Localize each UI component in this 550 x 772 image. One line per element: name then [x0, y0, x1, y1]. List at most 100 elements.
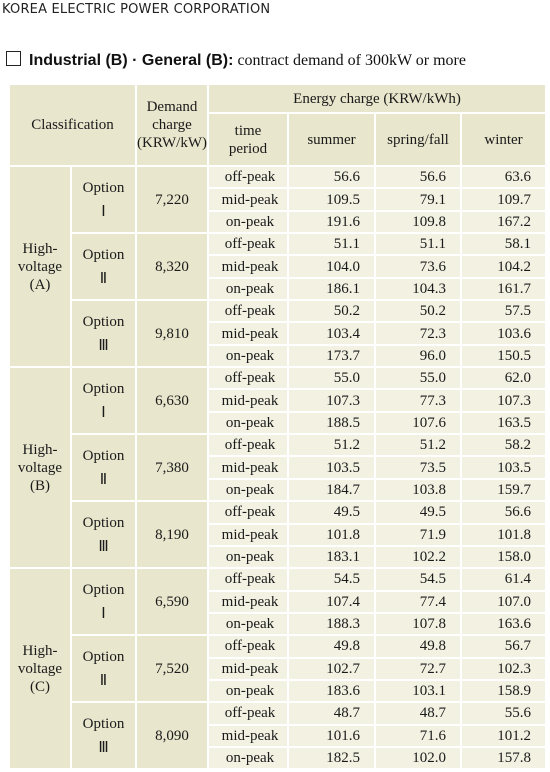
group-cell: High-voltage (C)	[8, 567, 72, 771]
demand-cell: 7,380	[135, 433, 209, 503]
demand-cell: 6,590	[135, 567, 209, 637]
table-row: Option Ⅱ 8,320 off-peak 51.1 51.1 58.1	[9, 232, 548, 302]
period-cell: mid-peak	[207, 187, 289, 212]
value-cell: 159.7	[459, 477, 548, 503]
demand-cell: 6,630	[135, 366, 209, 436]
table-row: mid-peak 101.6 71.6 101.2	[9, 723, 548, 748]
value-cell: 183.6	[287, 678, 376, 704]
value-cell: 107.0	[459, 589, 548, 614]
value-cell: 61.4	[459, 567, 548, 592]
text-line: Option	[82, 581, 125, 598]
value-cell: 109.5	[287, 187, 376, 212]
value-cell: 188.5	[287, 410, 376, 436]
value-cell: 167.2	[459, 209, 548, 235]
text-line: Option	[82, 447, 125, 464]
table-row: on-peak 188.3 107.8 163.6	[9, 611, 548, 637]
value-cell: 79.1	[374, 187, 462, 212]
value-cell: 51.2	[287, 433, 376, 458]
value-cell: 107.3	[459, 388, 548, 413]
table-row: High-voltage (C) Option Ⅰ 6,590 off-peak 54.5 5…	[8, 567, 548, 771]
demand-cell: 9,810	[135, 299, 209, 369]
text-line: (B)	[30, 477, 50, 494]
value-cell: 101.2	[459, 723, 548, 748]
option-cell: Option Ⅰ	[70, 164, 137, 235]
value-cell: 49.8	[374, 634, 462, 659]
value-cell: 54.5	[374, 567, 462, 592]
period-cell: off-peak	[207, 299, 289, 324]
period-cell: on-peak	[207, 678, 289, 704]
value-cell: 77.4	[374, 589, 462, 614]
period-cell: on-peak	[207, 410, 289, 436]
text-line: time	[234, 122, 262, 139]
option-cell: Option Ⅲ	[70, 500, 137, 570]
demand-cell: 8,090	[135, 701, 209, 771]
checkbox-icon	[6, 51, 21, 66]
value-cell: 103.6	[459, 321, 548, 346]
table-row: Option Ⅱ 7,380 off-peak 51.2 51.2 58.2	[9, 433, 548, 503]
company-name: KOREA ELECTRIC POWER CORPORATION	[2, 2, 271, 17]
value-cell: 102.3	[459, 656, 548, 681]
value-cell: 63.6	[459, 164, 548, 190]
value-cell: 101.6	[287, 723, 376, 748]
period-cell: off-peak	[207, 433, 289, 458]
text-line: Ⅱ	[99, 471, 108, 488]
table-row: Option Ⅱ 7,520 off-peak 49.8 49.8 56.7	[9, 634, 548, 704]
value-cell: 55.0	[287, 366, 376, 391]
value-cell: 104.2	[459, 254, 548, 279]
table-row: mid-peak 103.5 73.5 103.5	[9, 455, 548, 480]
option-cell: Option Ⅲ	[70, 299, 137, 369]
value-cell: 188.3	[287, 611, 376, 637]
option-cell: Option Ⅰ	[70, 567, 137, 637]
text-line: Option	[82, 313, 125, 330]
option-cell: Option Ⅱ	[70, 433, 137, 503]
value-cell: 58.2	[459, 433, 548, 458]
header-cell: summer	[287, 112, 376, 167]
value-cell: 107.3	[287, 388, 376, 413]
value-cell: 54.5	[287, 567, 376, 592]
value-cell: 158.0	[459, 544, 548, 570]
table-row: on-peak 191.6 109.8 167.2	[9, 209, 548, 235]
value-cell: 109.8	[374, 209, 462, 235]
period-cell: on-peak	[207, 544, 289, 570]
text-line: Ⅲ	[98, 337, 109, 354]
period-cell: mid-peak	[207, 388, 289, 413]
option-cell: Option Ⅰ	[70, 366, 137, 436]
heading: Industrial (B) · General (B): contract de…	[6, 51, 466, 70]
period-cell: mid-peak	[207, 723, 289, 748]
value-cell: 107.8	[374, 611, 462, 637]
table-row: on-peak 184.7 103.8 159.7	[9, 477, 548, 503]
period-cell: off-peak	[207, 366, 289, 391]
header-cell: winter	[459, 112, 548, 167]
value-cell: 102.2	[374, 544, 462, 570]
table-row: time period summer spring/fall winter	[9, 112, 548, 167]
period-cell: on-peak	[207, 276, 289, 302]
table-row: mid-peak 107.3 77.3 107.3	[9, 388, 548, 413]
table-row: Classification Demand charge (KRW/kW) Energy…	[8, 83, 548, 167]
period-cell: mid-peak	[207, 455, 289, 480]
value-cell: 103.5	[459, 455, 548, 480]
value-cell: 104.3	[374, 276, 462, 302]
value-cell: 163.6	[459, 611, 548, 637]
table-row: on-peak 183.1 102.2 158.0	[9, 544, 548, 570]
value-cell: 57.5	[459, 299, 548, 324]
value-cell: 73.6	[374, 254, 462, 279]
period-cell: on-peak	[207, 343, 289, 369]
value-cell: 96.0	[374, 343, 462, 369]
value-cell: 62.0	[459, 366, 548, 391]
header-cell: Demand charge (KRW/kW)	[135, 83, 209, 167]
table-row: on-peak 186.1 104.3 161.7	[9, 276, 548, 302]
value-cell: 158.9	[459, 678, 548, 704]
value-cell: 101.8	[459, 522, 548, 547]
text-line: Option	[82, 179, 125, 196]
text-line: Option	[82, 715, 125, 732]
text-line: Option	[82, 380, 125, 397]
value-cell: 102.7	[287, 656, 376, 681]
period-cell: off-peak	[207, 500, 289, 525]
table-row: mid-peak 107.4 77.4 107.0	[9, 589, 548, 614]
table-row: High-voltage (A) Option Ⅰ 7,220 off-peak 56.6 5…	[8, 164, 548, 369]
value-cell: 49.5	[374, 500, 462, 525]
value-cell: 58.1	[459, 232, 548, 257]
period-cell: mid-peak	[207, 254, 289, 279]
period-cell: on-peak	[207, 745, 289, 771]
